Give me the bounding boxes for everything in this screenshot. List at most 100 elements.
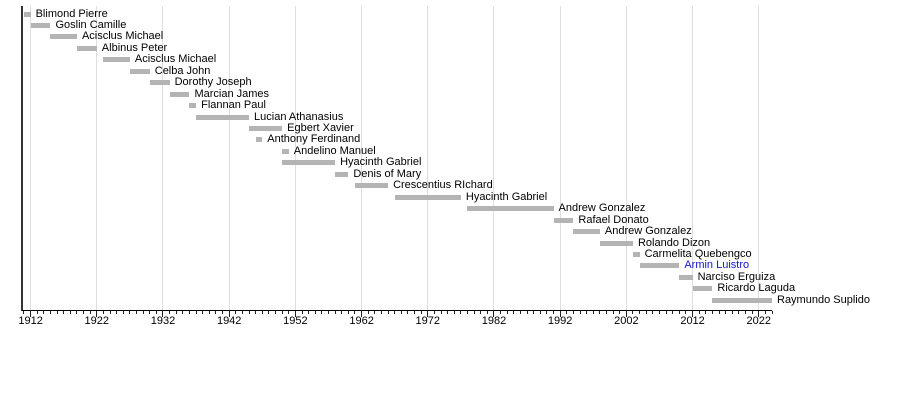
- timeline-label: Ricardo Laguda: [717, 282, 796, 295]
- axis-minor-tick: [632, 311, 634, 314]
- timeline-bar: [50, 34, 77, 40]
- axis-minor-tick: [195, 311, 197, 314]
- axis-minor-tick: [182, 311, 184, 314]
- axis-major-tick: [625, 311, 627, 317]
- axis-minor-tick: [764, 311, 766, 314]
- gridline: [427, 6, 429, 311]
- gridline: [758, 6, 760, 311]
- timeline-bar: [639, 263, 680, 269]
- axis-major-tick: [427, 311, 429, 317]
- axis-minor-tick: [248, 311, 250, 314]
- axis-tick-label: 1932: [150, 315, 176, 327]
- timeline-label: Hyacinth Gabriel: [465, 190, 548, 203]
- axis-minor-tick: [235, 311, 237, 314]
- timeline-label: Blimond Pierre: [35, 7, 108, 20]
- timeline-bar: [255, 137, 263, 143]
- axis-minor-tick: [480, 311, 482, 314]
- axis-tick-label: 2022: [746, 315, 771, 327]
- timeline-bar: [30, 22, 51, 28]
- axis-minor-tick: [678, 311, 680, 314]
- axis-minor-tick: [380, 311, 382, 314]
- axis-minor-tick: [420, 311, 422, 314]
- axis-tick-label: 2002: [614, 315, 639, 327]
- axis-tick-label: 1992: [547, 315, 573, 327]
- axis-minor-tick: [49, 311, 51, 314]
- timeline-label: Anthony Ferdinand: [267, 133, 361, 146]
- axis-minor-tick: [725, 311, 727, 314]
- axis-minor-tick: [731, 311, 733, 314]
- gridline: [559, 6, 561, 311]
- timeline-bar: [573, 229, 600, 235]
- axis-minor-tick: [553, 311, 555, 314]
- axis-minor-tick: [215, 311, 217, 314]
- axis-minor-tick: [466, 311, 468, 314]
- axis-minor-tick: [43, 311, 45, 314]
- timeline-bar: [76, 45, 97, 51]
- axis-minor-tick: [738, 311, 740, 314]
- axis-minor-tick: [268, 311, 270, 314]
- timeline-bar: [249, 126, 283, 131]
- gridline: [692, 6, 694, 311]
- timeline-bar: [149, 80, 170, 86]
- axis-minor-tick: [639, 311, 641, 314]
- axis-minor-tick: [288, 311, 290, 314]
- axis-minor-tick: [526, 311, 528, 314]
- axis-minor-tick: [745, 311, 747, 314]
- timeline-bar: [189, 103, 197, 109]
- axis-minor-tick: [109, 311, 111, 314]
- timeline-bar: [103, 57, 130, 63]
- timeline-label-link[interactable]: Armin Luistro: [684, 259, 750, 272]
- axis-major-tick: [294, 311, 296, 317]
- x-axis-line: [22, 310, 772, 311]
- axis-minor-tick: [142, 311, 144, 314]
- axis-minor-tick: [36, 311, 38, 314]
- timeline-bar: [692, 286, 713, 292]
- timeline-label: Flannan Paul: [201, 99, 266, 112]
- axis-minor-tick: [533, 311, 535, 314]
- axis-minor-tick: [275, 311, 277, 314]
- timeline-bar: [282, 160, 336, 166]
- axis-major-tick: [692, 311, 694, 317]
- timeline-label: Hyacinth Gabriel: [340, 156, 422, 169]
- timeline-bar: [354, 183, 389, 189]
- axis-tick-label: 2012: [680, 315, 705, 327]
- axis-minor-tick: [63, 311, 65, 314]
- axis-minor-tick: [705, 311, 707, 314]
- axis-minor-tick: [592, 311, 594, 314]
- axis-tick-label: 1922: [84, 315, 110, 327]
- axis-major-tick: [559, 311, 561, 317]
- axis-minor-tick: [672, 311, 674, 314]
- gridline: [493, 6, 495, 311]
- axis-minor-tick: [407, 311, 409, 314]
- axis-minor-tick: [645, 311, 647, 314]
- timeline-label: Egbert Xavier: [287, 122, 354, 134]
- axis-minor-tick: [387, 311, 389, 314]
- axis-minor-tick: [241, 311, 243, 314]
- axis-minor-tick: [308, 311, 310, 314]
- axis-tick-label: 1942: [216, 315, 242, 327]
- timeline-label: Goslin Camille: [55, 18, 127, 31]
- axis-minor-tick: [202, 311, 204, 314]
- axis-minor-tick: [327, 311, 329, 314]
- axis-minor-tick: [155, 311, 157, 314]
- timeline-bar: [553, 217, 574, 223]
- axis-minor-tick: [102, 311, 104, 314]
- timeline-bar: [23, 11, 31, 17]
- axis-minor-tick: [188, 311, 190, 314]
- axis-minor-tick: [572, 311, 574, 314]
- timeline-label: Celba John: [154, 64, 211, 77]
- axis-minor-tick: [500, 311, 502, 314]
- timeline-bar: [129, 68, 150, 74]
- axis-tick-label: 1912: [18, 315, 43, 327]
- gridline: [96, 6, 98, 311]
- timeline-label: Lucian Athanasius: [254, 110, 344, 123]
- axis-major-tick: [162, 311, 164, 317]
- axis-minor-tick: [473, 311, 475, 314]
- axis-minor-tick: [122, 311, 124, 314]
- axis-minor-tick: [281, 311, 283, 314]
- timeline-bar: [335, 171, 349, 177]
- axis-minor-tick: [222, 311, 224, 314]
- axis-minor-tick: [447, 311, 449, 314]
- axis-minor-tick: [652, 311, 654, 314]
- timeline-bar: [282, 148, 289, 154]
